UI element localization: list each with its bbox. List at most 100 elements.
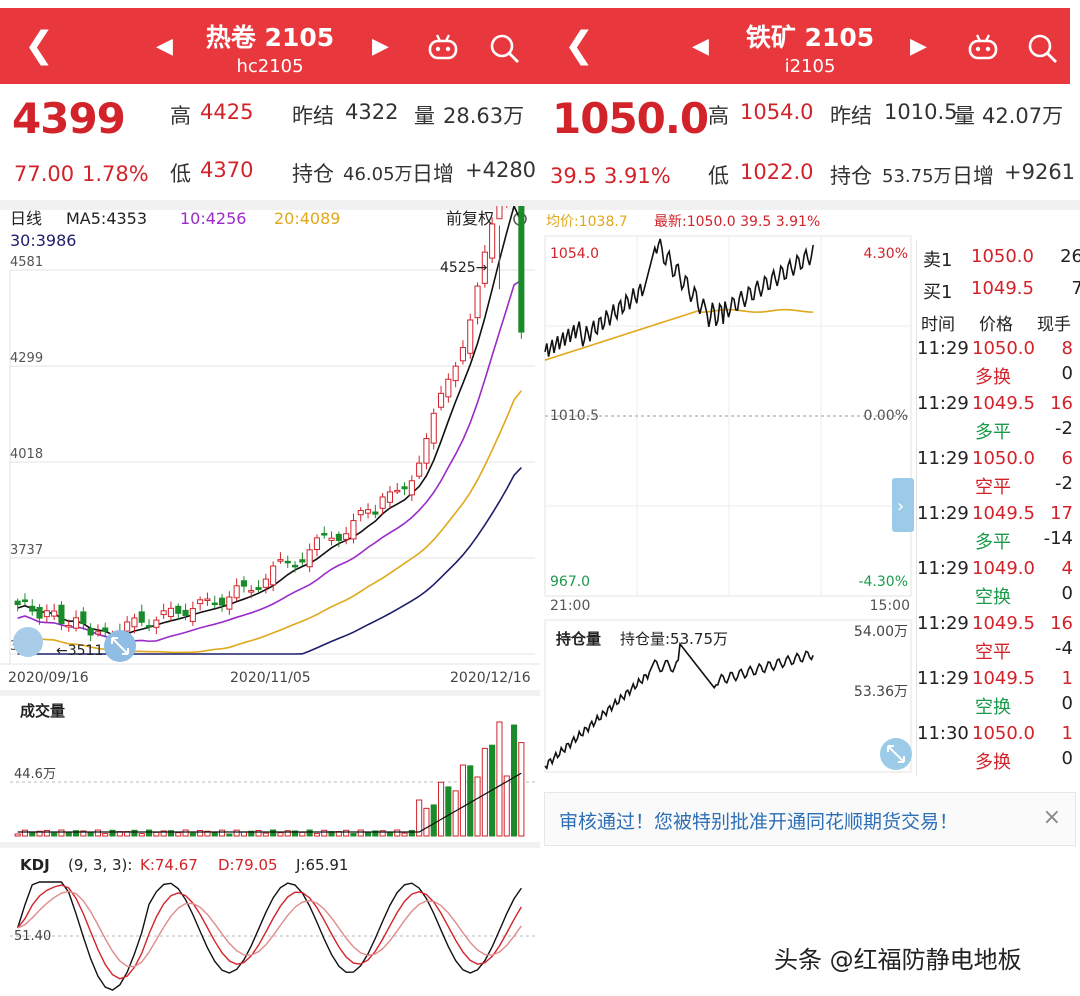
volume-bar: [459, 764, 467, 837]
volume-bar: [197, 829, 204, 837]
candle: [51, 603, 58, 620]
candle: [430, 408, 437, 450]
search-icon[interactable]: [1026, 32, 1060, 66]
right-panel: ❮ ◀ 铁矿 2105 i2105 ▶ 1050.0 39.5 3.91% 高 …: [540, 0, 1080, 996]
header-bar: ❮ ◀ 热卷 2105 hc2105 ▶: [0, 8, 540, 84]
candle: [459, 340, 467, 365]
prev-settle-value: 1010.5: [884, 100, 958, 124]
volume-bar: [481, 747, 488, 837]
prev-contract-icon[interactable]: ◀: [156, 34, 173, 59]
scroll-left-icon[interactable]: [13, 627, 43, 657]
back-icon[interactable]: ❮: [24, 25, 55, 66]
kdj-label: KDJ: [20, 856, 50, 874]
candle: [226, 591, 233, 615]
volume-bar: [372, 830, 379, 837]
volume-bar: [189, 832, 196, 837]
chevron-right-icon[interactable]: ›: [897, 496, 904, 517]
y-tick-label: 4581: [10, 255, 43, 270]
tick-qty: 16: [1050, 393, 1073, 414]
low-value: 4370: [200, 158, 254, 182]
volume-bar: [445, 786, 452, 837]
open-interest-line: [544, 641, 814, 770]
tick-qty: 17: [1050, 503, 1073, 524]
avg-price-line: [544, 308, 814, 361]
ma10-line: [17, 279, 522, 643]
volume-chart-label: 成交量: [20, 702, 65, 720]
volume-label: 量: [414, 104, 435, 128]
tick-row: 11:29 1049.5 16: [917, 393, 1077, 417]
period-label[interactable]: 日线: [10, 209, 42, 228]
low-value: 1022.0: [740, 160, 814, 184]
candle: [36, 604, 43, 625]
divider: [0, 690, 540, 696]
volume-bar: [36, 830, 43, 837]
robot-icon[interactable]: [426, 32, 460, 62]
tick-qty: 16: [1050, 613, 1073, 634]
intraday-chart[interactable]: 均价:1038.7 最新:1050.0 39.5 3.91% 1054.0 10…: [540, 206, 916, 616]
last-price: 4399: [12, 94, 126, 143]
kline-chart[interactable]: 日线 MA5:4353 10:4256 20:4089 30:3986 前复权 …: [0, 206, 540, 690]
candle: [248, 585, 255, 599]
candle: [65, 619, 72, 632]
tick-time: 11:29: [917, 503, 969, 524]
tick-type: 空换: [975, 587, 1011, 608]
next-contract-icon[interactable]: ▶: [910, 34, 927, 59]
candle: [58, 601, 65, 631]
pct-bot-label: -4.30%: [858, 574, 908, 590]
tick-qty: 1: [1061, 668, 1073, 689]
day-increase-label: 日增: [412, 162, 454, 186]
candle: [262, 573, 269, 594]
y-mid-label: 1010.5: [550, 408, 599, 424]
candle: [233, 578, 240, 602]
adjust-label[interactable]: 前复权: [446, 209, 494, 228]
candle: [182, 603, 189, 621]
oi-chart-value: 持仓量:53.75万: [620, 630, 728, 648]
high-value: 1054.0: [740, 100, 814, 124]
volume-bar: [255, 829, 262, 837]
tick-type-row: 多换 0: [917, 363, 1077, 388]
candle: [467, 313, 474, 359]
tick-time: 11:29: [917, 338, 969, 359]
prev-settle-label: 昨结: [830, 104, 872, 128]
candle: [211, 595, 218, 609]
candle: [416, 455, 423, 480]
robot-icon[interactable]: [966, 32, 1000, 62]
volume-bar: [160, 830, 167, 837]
tick-type: 空平: [975, 477, 1011, 498]
tick-qty: 8: [1061, 338, 1073, 359]
volume-chart[interactable]: 成交量 44.6万: [0, 696, 540, 842]
kdj-chart[interactable]: KDJ (9, 3, 3): K:74.67 D:79.05 J:65.91 5…: [0, 848, 540, 996]
ma5-line: [17, 206, 523, 638]
low-label: 低: [708, 164, 729, 188]
tick-price: 1050.0: [972, 338, 1035, 359]
candle: [255, 580, 262, 593]
oi-y-mid: 53.36万: [854, 684, 908, 700]
close-icon[interactable]: ×: [1042, 805, 1061, 830]
back-icon[interactable]: ❮: [564, 25, 595, 66]
volume-bar: [401, 832, 408, 837]
price-change-pct: 3.91%: [604, 164, 671, 188]
volume-bar: [80, 830, 87, 837]
candle: [240, 576, 248, 593]
volume-bar: [379, 830, 386, 837]
candle: [284, 555, 291, 568]
tick-price: 1049.5: [972, 668, 1035, 689]
prev-contract-icon[interactable]: ◀: [692, 34, 709, 59]
volume-bar: [87, 831, 94, 837]
open-interest-value: 46.05万: [343, 164, 413, 185]
search-icon[interactable]: [488, 32, 522, 66]
candle: [277, 552, 284, 564]
open-interest-chart[interactable]: 持仓量 持仓量:53.75万 54.00万 53.36万: [540, 616, 916, 776]
next-contract-icon[interactable]: ▶: [372, 34, 389, 59]
candle: [167, 601, 175, 622]
volume-bar: [14, 833, 21, 837]
candle: [313, 534, 321, 557]
candle: [299, 552, 306, 566]
volume-bar: [109, 829, 116, 837]
expand-panel-handle[interactable]: [892, 478, 914, 532]
kdj-j-value: J:65.91: [295, 856, 348, 874]
time-start-label: 21:00: [550, 598, 590, 614]
candle: [204, 592, 211, 606]
pct-top-label: 4.30%: [864, 246, 908, 262]
tick-type: 空换: [975, 697, 1011, 718]
